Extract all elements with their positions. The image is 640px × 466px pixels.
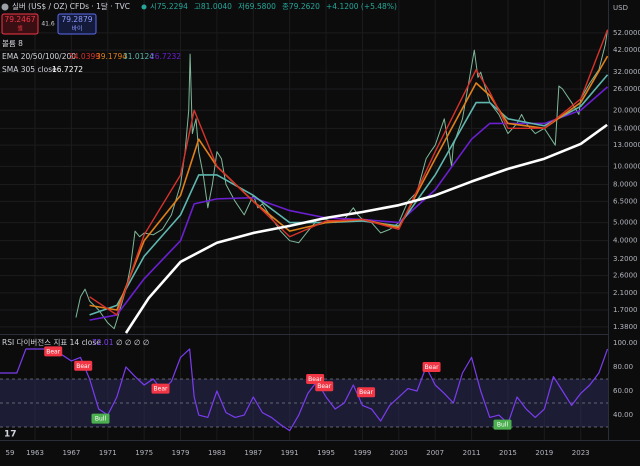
volume-label: 볼륨 8 bbox=[2, 39, 23, 48]
y-tick-label: 16.0000 bbox=[613, 124, 640, 132]
x-tick-label: 1963 bbox=[26, 449, 44, 457]
x-tick-label: 2011 bbox=[463, 449, 481, 457]
y-tick-label: 100.00 bbox=[613, 339, 638, 347]
y-tick-label: 32.0000 bbox=[613, 68, 640, 76]
spread: 41.6 bbox=[41, 21, 55, 28]
x-tick-label: 2023 bbox=[572, 449, 590, 457]
sma-value: 16.7272 bbox=[52, 65, 83, 74]
y-tick-label: 3.2000 bbox=[613, 255, 638, 263]
x-tick-label: 1975 bbox=[135, 449, 153, 457]
y-tick-label: 1.3800 bbox=[613, 323, 638, 331]
ema-value: 31.0124 bbox=[123, 52, 154, 61]
rsi-label: RSI 다이버전스 지표 14 close bbox=[2, 337, 101, 347]
y-tick-label: 2.6000 bbox=[613, 272, 638, 280]
divergence-label: Bear bbox=[76, 363, 90, 370]
x-tick-label: 1979 bbox=[172, 449, 190, 457]
x-tick-label: 1987 bbox=[244, 449, 262, 457]
series-line bbox=[89, 86, 609, 321]
sell-price: 79.2467 bbox=[4, 15, 35, 24]
series-line bbox=[89, 55, 609, 311]
divergence-label: Bull bbox=[497, 422, 509, 429]
divergence-label: Bear bbox=[425, 364, 439, 371]
y-tick-label: 1.7000 bbox=[613, 306, 638, 314]
divergence-tag bbox=[422, 361, 441, 372]
sell-button[interactable] bbox=[1, 13, 39, 35]
x-tick-label: 1983 bbox=[208, 449, 226, 457]
rsi-flags: ∅ ∅ ∅ ∅ bbox=[116, 338, 149, 347]
x-tick-label: 2019 bbox=[535, 449, 553, 457]
divergence-tag bbox=[357, 387, 376, 398]
y-tick-label: 42.0000 bbox=[613, 46, 640, 54]
divergence-tag bbox=[151, 383, 170, 394]
series-line bbox=[124, 123, 608, 334]
x-tick-label: 2015 bbox=[499, 449, 517, 457]
y-tick-label: 13.0000 bbox=[613, 141, 640, 149]
symbol-title: 실버 (US$ / OZ) CFDs · 1달 · TVC bbox=[12, 1, 130, 11]
status-dot bbox=[141, 4, 147, 10]
divergence-label: Bear bbox=[317, 383, 331, 390]
sell-label: 셀 bbox=[17, 25, 23, 33]
y-tick-label: 6.5000 bbox=[613, 197, 638, 205]
divergence-label: Bear bbox=[359, 389, 373, 396]
divergence-tag bbox=[74, 360, 93, 371]
x-tick-label: 1967 bbox=[62, 449, 80, 457]
x-tick-label: 1991 bbox=[281, 449, 299, 457]
buy-price: 79.2879 bbox=[61, 15, 92, 24]
ema-value: 54.0399 bbox=[69, 52, 100, 61]
x-tick-label: 1995 bbox=[317, 449, 335, 457]
y-tick-label: 20.0000 bbox=[613, 106, 640, 114]
ema-value: 39.1794 bbox=[96, 52, 127, 61]
x-tick-label: 1999 bbox=[354, 449, 372, 457]
y-tick-label: 26.0000 bbox=[613, 85, 640, 93]
ohlc: +4.1200 (+5.48%) bbox=[326, 2, 397, 11]
x-tick-label: 2003 bbox=[390, 449, 408, 457]
x-tick-label: 1971 bbox=[99, 449, 117, 457]
logo: 𝟭𝟳 bbox=[4, 430, 17, 440]
y-tick-label: 4.0000 bbox=[613, 237, 638, 245]
rsi-value: 72.01 bbox=[92, 338, 114, 347]
divergence-tag bbox=[315, 381, 334, 392]
divergence-label: Bear bbox=[154, 386, 168, 393]
legend: 실버 (US$ / OZ) CFDs · 1달 · TVC 시75.2294 고… bbox=[1, 1, 628, 440]
y-tick-label: 52.0000 bbox=[613, 29, 640, 37]
divergence-label: Bear bbox=[308, 376, 322, 383]
x-tick-label: 59 bbox=[6, 449, 15, 457]
ema-value: 26.7232 bbox=[150, 52, 181, 61]
symbol-icon bbox=[1, 3, 9, 11]
axis-unit: USD bbox=[613, 4, 628, 12]
ema-label: EMA 20/50/100/200 bbox=[2, 52, 76, 61]
buy-button[interactable] bbox=[57, 13, 97, 35]
ohlc: 저69.5800 bbox=[238, 2, 276, 11]
y-tick-label: 10.0000 bbox=[613, 162, 640, 170]
series-line bbox=[89, 29, 609, 316]
y-tick-label: 2.1000 bbox=[613, 289, 638, 297]
divergence-tag bbox=[91, 413, 110, 424]
divergence-label: Bear bbox=[46, 348, 60, 355]
buy-label: 바이 bbox=[71, 25, 82, 33]
divergence-label: Bull bbox=[95, 416, 107, 423]
ohlc: 시75.2294 bbox=[150, 2, 188, 11]
divergence-tag bbox=[44, 346, 63, 357]
y-tick-label: 80.00 bbox=[613, 363, 633, 371]
ohlc: 고81.0040 bbox=[194, 2, 232, 11]
x-tick-label: 2007 bbox=[426, 449, 444, 457]
sma-label: SMA 305 close bbox=[2, 65, 57, 74]
y-tick-label: 60.00 bbox=[613, 387, 633, 395]
y-tick-label: 5.0000 bbox=[613, 219, 638, 227]
ohlc: 종79.2620 bbox=[282, 2, 320, 11]
divergence-tag bbox=[493, 419, 512, 430]
y-tick-label: 40.00 bbox=[613, 411, 633, 419]
y-tick-label: 8.0000 bbox=[613, 181, 638, 189]
